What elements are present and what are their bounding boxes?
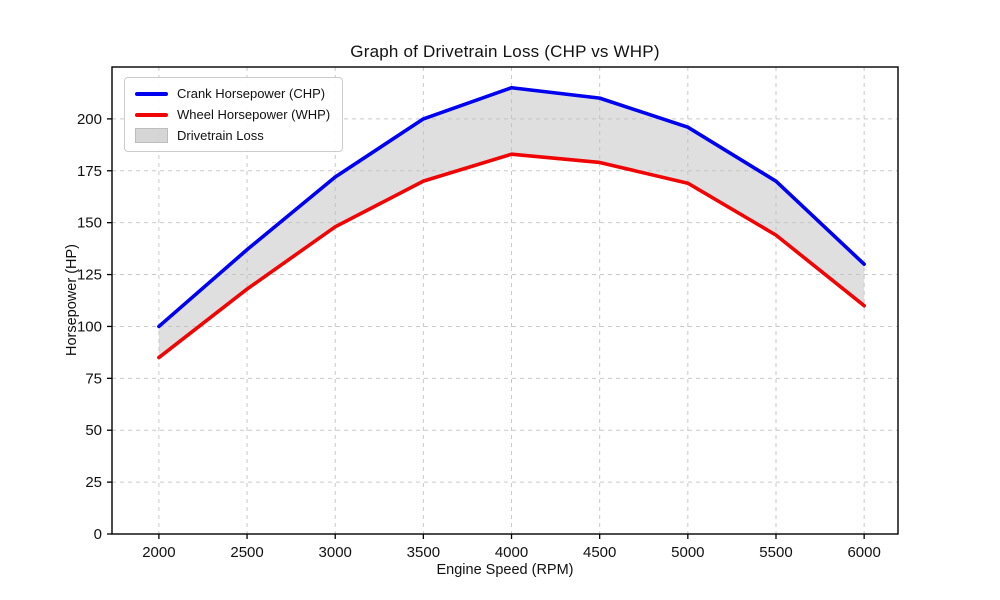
x-tick-label: 4500 (583, 544, 616, 561)
legend-item-whp: Wheel Horsepower (WHP) (135, 107, 330, 122)
y-tick-label: 125 (77, 267, 102, 284)
x-tick-label: 5000 (671, 544, 704, 561)
y-tick-label: 75 (85, 370, 102, 387)
y-tick-label: 175 (77, 163, 102, 180)
whp-line-swatch (135, 112, 168, 117)
legend-item-loss: Drivetrain Loss (135, 128, 330, 143)
x-tick-label: 3500 (407, 544, 440, 561)
chp-line-swatch (135, 91, 168, 96)
x-tick-label: 5500 (759, 544, 792, 561)
y-tick-label: 100 (77, 318, 102, 335)
x-tick-label: 4000 (495, 544, 528, 561)
axes-box (111, 66, 899, 535)
y-tick-label: 50 (85, 422, 102, 439)
chart-title: Graph of Drivetrain Loss (CHP vs WHP) (350, 42, 660, 61)
y-tick-label: 200 (77, 111, 102, 128)
legend-label-whp: Wheel Horsepower (WHP) (177, 107, 331, 122)
legend-item-chp: Crank Horsepower (CHP) (135, 86, 330, 101)
y-tick-label: 150 (77, 215, 102, 232)
x-tick-label: 2500 (230, 544, 263, 561)
x-tick-label: 2000 (142, 544, 175, 561)
x-tick-label: 6000 (847, 544, 880, 561)
legend: Crank Horsepower (CHP) Wheel Horsepower … (124, 77, 344, 152)
legend-label-loss: Drivetrain Loss (177, 128, 264, 143)
legend-label-chp: Crank Horsepower (CHP) (177, 86, 326, 101)
y-tick-label: 25 (85, 474, 102, 491)
whp-line (157, 152, 866, 360)
x-tick-label: 3000 (319, 544, 352, 561)
x-axis-label: Engine Speed (RPM) (436, 562, 574, 578)
chp-line (157, 85, 866, 329)
drivetrain-loss-area (158, 87, 865, 358)
y-axis-label: Horsepower (HP) (64, 244, 80, 356)
y-tick-label: 0 (94, 526, 102, 543)
drivetrain-loss-patch-swatch (135, 128, 168, 143)
